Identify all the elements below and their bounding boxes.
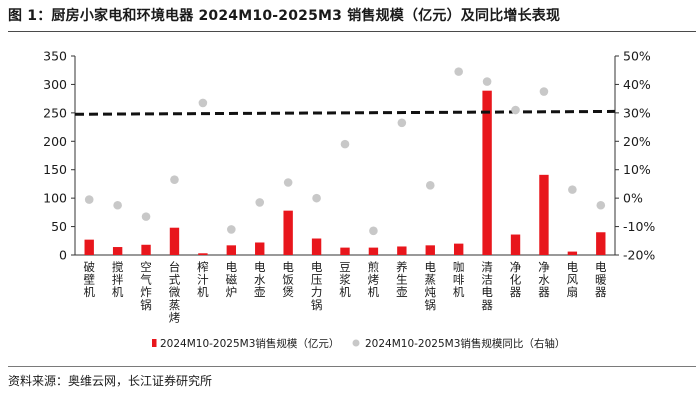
dot: [227, 225, 236, 234]
y-right-tick-label: 40%: [623, 77, 651, 92]
category-label: 台式微蒸烤: [169, 260, 181, 324]
dot: [84, 195, 94, 204]
bar: [226, 245, 237, 255]
category-label: 电暖器: [595, 260, 607, 299]
legend-bar-label: 2024M10-2025M3销售规模（亿元）: [160, 337, 339, 350]
bar: [368, 247, 379, 255]
y-right-tick-label: 50%: [623, 49, 651, 64]
y-left-tick-label: 50: [51, 219, 67, 234]
category-label: 搅拌机: [112, 260, 124, 299]
y-left-tick-label: 350: [43, 49, 67, 64]
category-label: 电蒸炖锅: [425, 260, 437, 312]
chart-canvas: 0 50 100 150 200 250 300 350 -20% -10% 0% 10% 20% 30…: [43, 49, 655, 351]
bar: [255, 242, 265, 255]
bar: [453, 243, 464, 255]
y-right-tick-label: 20%: [623, 134, 651, 149]
category-label: 煎烤机: [368, 260, 380, 299]
bar: [112, 247, 123, 255]
dot: [141, 212, 151, 221]
dot: [397, 118, 407, 128]
y-right-tick-label: -10%: [623, 219, 655, 234]
y-left-tick-label: 300: [43, 77, 67, 92]
y-right-tick-label: -20%: [623, 248, 655, 263]
bar: [311, 238, 322, 255]
dot-series: [84, 67, 606, 236]
y-left-tick-label: 200: [43, 134, 67, 149]
dot: [568, 185, 577, 194]
y-right-tick-label: 0%: [623, 191, 643, 206]
dot: [454, 67, 463, 76]
dot: [539, 87, 549, 96]
bar: [510, 234, 521, 255]
bar: [283, 210, 293, 255]
category-label: 净化器: [510, 260, 522, 299]
category-label: 净水器: [538, 260, 550, 299]
dot: [482, 77, 492, 86]
dot: [170, 175, 179, 184]
bar: [198, 253, 208, 255]
category-label: 豆浆机: [339, 260, 351, 299]
bar: [482, 90, 492, 255]
dot: [596, 200, 606, 210]
dot: [511, 105, 520, 115]
source-note: 资料来源：奥维云网，长江证券研究所: [8, 374, 213, 388]
left-axis-ticks: 0 50 100 150 200 250 300 350: [43, 49, 75, 263]
category-label: 榨汁机: [197, 260, 209, 299]
bar: [539, 174, 549, 255]
category-label: 空气炸锅: [140, 260, 152, 312]
dot: [113, 200, 122, 210]
dot: [198, 98, 208, 108]
y-left-tick-label: 0: [59, 248, 67, 263]
y-right-tick-label: 10%: [623, 162, 651, 177]
bar: [141, 244, 151, 255]
bar: [596, 232, 606, 255]
category-label: 电风扇: [567, 260, 579, 299]
legend-dot-label: 2024M10-2025M3销售规模同比（右轴）: [365, 337, 565, 350]
dot: [369, 226, 378, 236]
y-left-tick-label: 100: [43, 191, 67, 206]
dot: [425, 181, 435, 190]
legend-dot-swatch: [352, 339, 360, 347]
reference-line: [74, 109, 616, 116]
legend: 2024M10-2025M3销售规模（亿元） 2024M10-2025M3销售规模…: [152, 337, 565, 350]
category-label: 电压力锅: [311, 260, 323, 312]
bar: [340, 247, 350, 255]
dot: [255, 198, 265, 207]
figure-title: 图 1：厨房小家电和环境电器 2024M10-2025M3 销售规模（亿元）及同…: [8, 8, 561, 24]
category-label: 电磁炉: [226, 260, 238, 299]
bar-series: [84, 90, 606, 255]
title-rule: [8, 31, 696, 32]
bar: [567, 251, 578, 255]
y-left-tick-label: 150: [43, 162, 67, 177]
dot: [312, 193, 321, 203]
category-label: 电水壶: [254, 260, 266, 299]
category-label: 破壁机: [83, 260, 95, 299]
bar: [169, 227, 180, 255]
category-labels: 破壁机 搅拌机 空气炸锅 台式微蒸烤 榨汁机 电磁炉 电水壶 电饭煲 电压力锅 豆浆机 煎烤机 养生壶…: [83, 260, 607, 324]
category-label: 清洁电器: [481, 260, 493, 312]
category-label: 咖啡机: [453, 260, 465, 299]
y-left-tick-label: 250: [43, 105, 67, 120]
dot: [340, 139, 350, 149]
chart-axes: [74, 56, 616, 256]
reference-line-group: [74, 109, 616, 116]
category-label: 电饭煲: [282, 260, 294, 299]
dot: [283, 178, 293, 187]
legend-bar-swatch: [152, 339, 157, 347]
bar: [397, 246, 407, 255]
category-label: 养生壶: [396, 260, 408, 299]
right-axis-ticks: -20% -10% 0% 10% 20% 30% 40% 50%: [615, 49, 655, 263]
y-right-tick-label: 30%: [623, 105, 651, 120]
bar: [425, 245, 435, 255]
source-rule: [8, 366, 696, 367]
bar: [84, 239, 94, 255]
